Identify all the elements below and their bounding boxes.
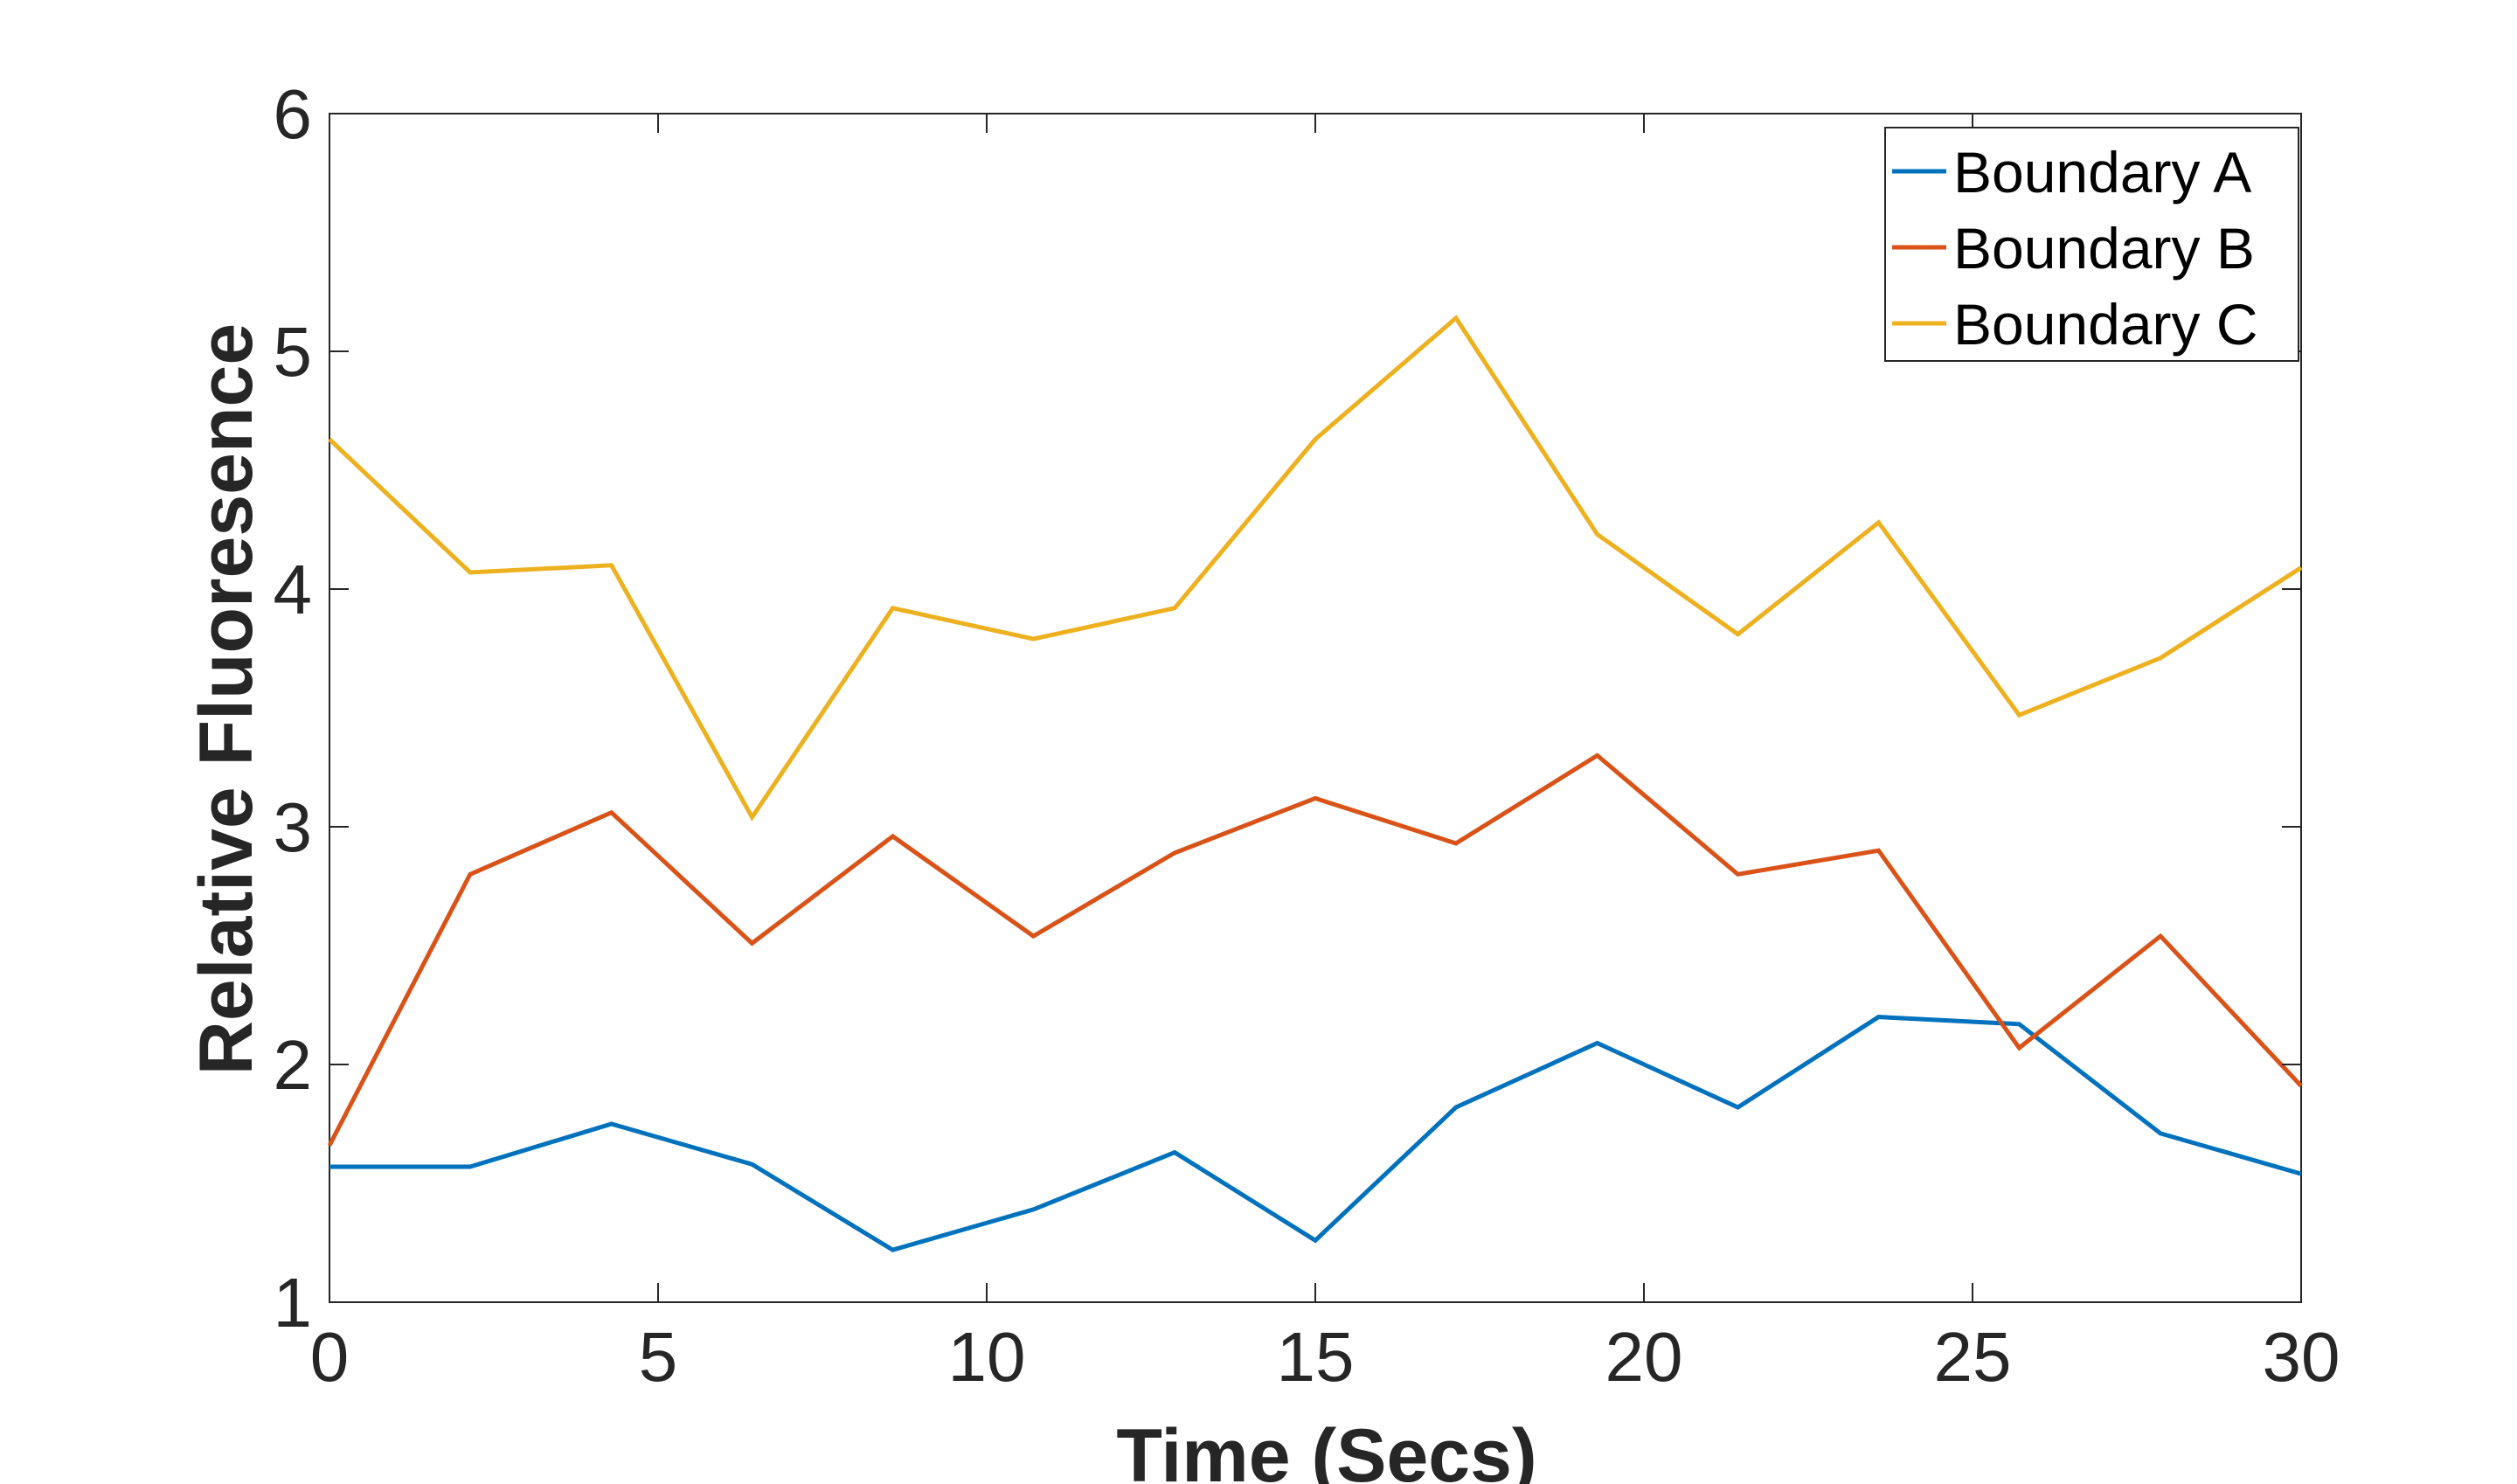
legend-label: Boundary B xyxy=(1953,216,2255,281)
x-tick-label: 25 xyxy=(1934,1318,2012,1396)
ticks-layer: 0 5 10 15 20 25 30 1 2 3 4 5 6 xyxy=(274,75,2340,1396)
series-layer xyxy=(327,315,2303,1252)
legend-label: Boundary C xyxy=(1953,292,2258,357)
series-line-boundary-c xyxy=(328,315,2303,822)
y-tick-label: 5 xyxy=(274,313,313,391)
y-axis-title: Relative Fluoresence xyxy=(184,323,268,1075)
x-tick-label: 5 xyxy=(639,1318,678,1396)
y-tick-label: 3 xyxy=(274,788,313,866)
x-axis-title: Time (Secs) xyxy=(1116,1414,1536,1484)
legend-label: Boundary A xyxy=(1953,140,2251,205)
x-tick-label: 20 xyxy=(1605,1318,1683,1396)
x-tick-label: 15 xyxy=(1277,1318,1355,1396)
legend: Boundary A Boundary B Boundary C xyxy=(1884,127,2299,362)
x-tick-label: 10 xyxy=(948,1318,1026,1396)
y-tick-label: 4 xyxy=(274,551,313,628)
x-tick-label: 30 xyxy=(2263,1318,2340,1396)
x-tick-label: 0 xyxy=(310,1318,350,1396)
legend-box xyxy=(1884,127,2299,362)
y-tick-label: 6 xyxy=(274,75,313,153)
series-line-boundary-b xyxy=(327,752,2303,1147)
series-line-boundary-a xyxy=(329,1015,2302,1252)
y-tick-label: 1 xyxy=(274,1264,313,1342)
y-tick-label: 2 xyxy=(274,1026,313,1104)
